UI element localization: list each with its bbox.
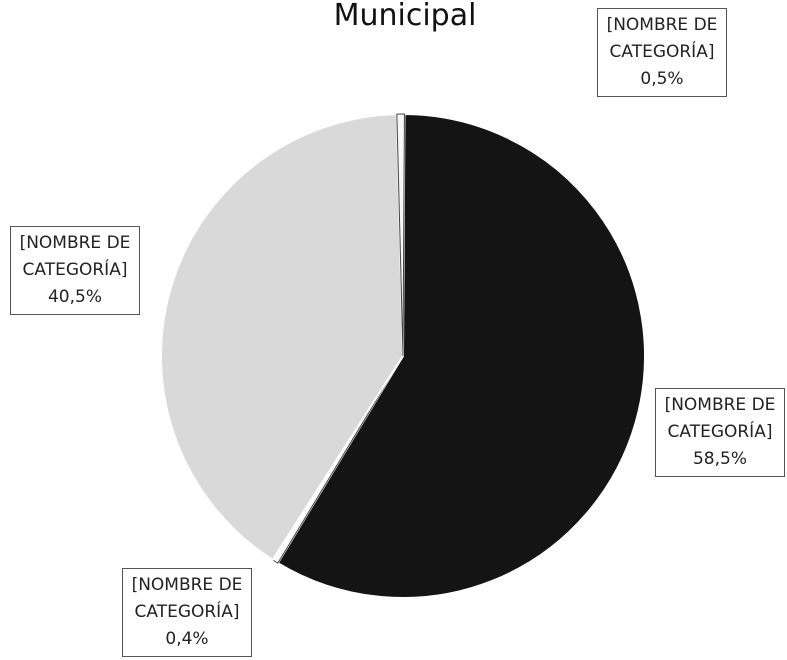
value-label: 0,4% bbox=[165, 629, 209, 649]
chart-title: Municipal bbox=[333, 0, 477, 33]
pie-slice bbox=[396, 113, 405, 357]
data-label: [NOMBRE DE CATEGORÍA] 0,4% bbox=[122, 568, 252, 657]
category-label: [NOMBRE DE CATEGORÍA] bbox=[606, 15, 718, 62]
pie-slice bbox=[160, 113, 405, 562]
value-label: 0,5% bbox=[640, 69, 684, 89]
data-label: [NOMBRE DE CATEGORÍA] 40,5% bbox=[10, 226, 140, 315]
pie-slice bbox=[276, 112, 646, 599]
data-label: [NOMBRE DE CATEGORÍA] 58,5% bbox=[655, 388, 785, 477]
data-label: [NOMBRE DE CATEGORÍA] 0,5% bbox=[597, 8, 727, 97]
value-label: 58,5% bbox=[692, 449, 747, 469]
value-label: 40,5% bbox=[47, 287, 102, 307]
category-label: [NOMBRE DE CATEGORÍA] bbox=[664, 395, 776, 442]
category-label: [NOMBRE DE CATEGORÍA] bbox=[19, 233, 131, 280]
category-label: [NOMBRE DE CATEGORÍA] bbox=[131, 575, 243, 622]
